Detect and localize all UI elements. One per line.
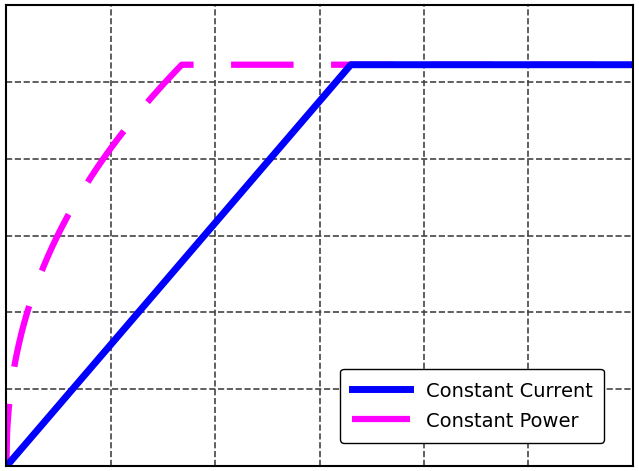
- Legend: Constant Current, Constant Power: Constant Current, Constant Power: [340, 369, 604, 443]
